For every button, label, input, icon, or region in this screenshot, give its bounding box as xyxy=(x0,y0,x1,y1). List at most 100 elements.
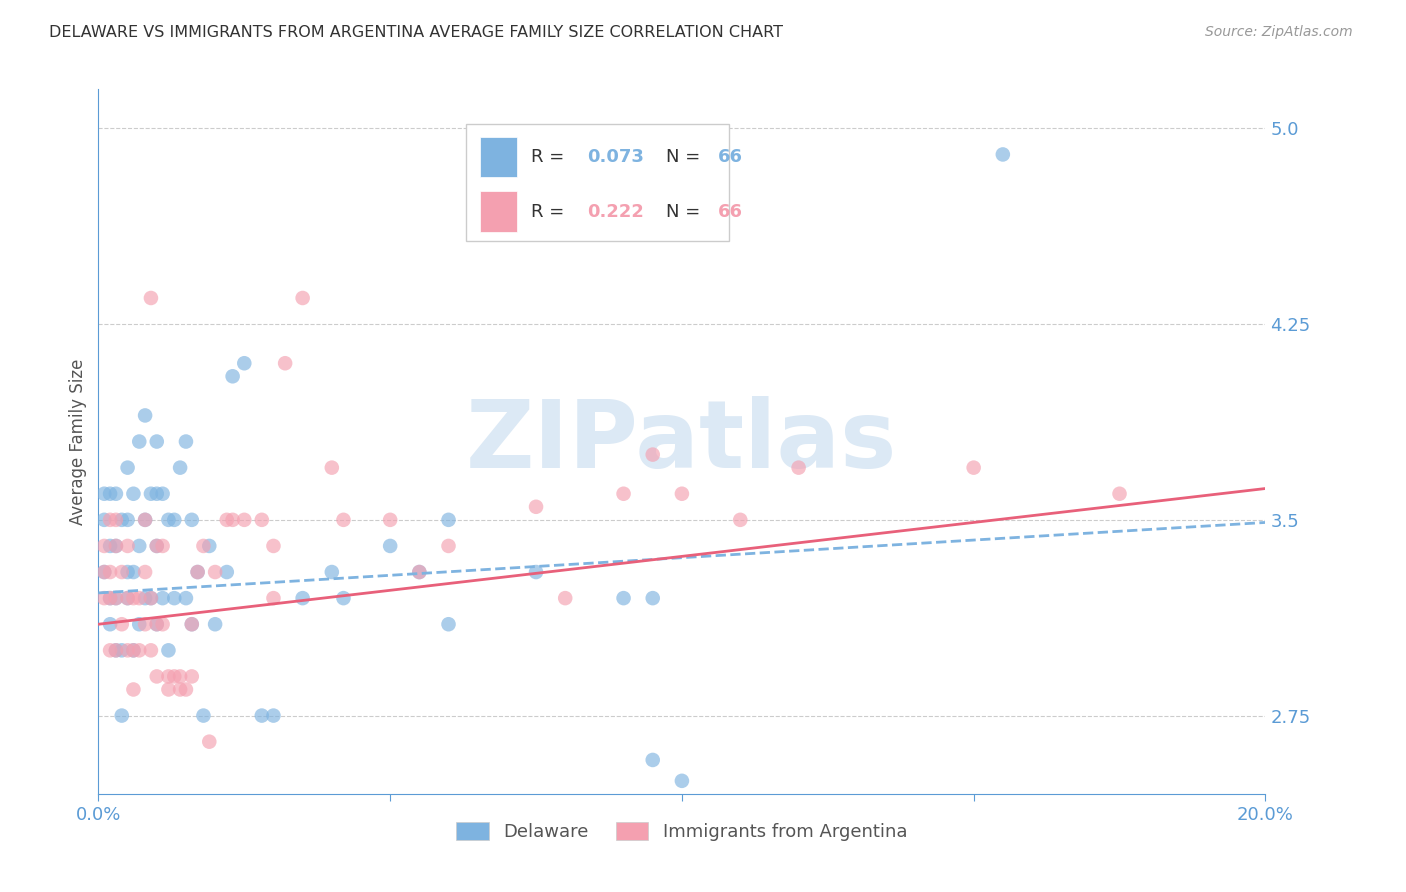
Point xyxy=(991,147,1014,161)
Point xyxy=(671,773,693,788)
Point xyxy=(98,591,121,606)
Point xyxy=(215,513,238,527)
Point xyxy=(93,591,115,606)
Point xyxy=(104,643,127,657)
Point xyxy=(233,513,256,527)
Point xyxy=(291,591,314,606)
Point xyxy=(332,591,354,606)
Point xyxy=(193,708,215,723)
Point xyxy=(122,682,145,697)
Text: R =: R = xyxy=(531,202,571,220)
Point xyxy=(174,591,197,606)
Point xyxy=(122,643,145,657)
Point xyxy=(139,591,162,606)
Point xyxy=(117,591,139,606)
Point xyxy=(139,487,162,501)
Point xyxy=(146,539,169,553)
Point xyxy=(111,708,134,723)
Text: 0.073: 0.073 xyxy=(588,148,644,166)
Point xyxy=(180,617,202,632)
Point xyxy=(1108,487,1130,501)
Point xyxy=(117,513,139,527)
Point xyxy=(122,487,145,501)
Point xyxy=(321,460,343,475)
Point xyxy=(408,565,430,579)
Point xyxy=(111,513,134,527)
Point xyxy=(128,434,150,449)
Point xyxy=(157,669,180,683)
Point xyxy=(274,356,297,370)
Text: N =: N = xyxy=(665,202,706,220)
Point xyxy=(180,617,202,632)
Point xyxy=(408,565,430,579)
Point xyxy=(98,643,121,657)
Point xyxy=(128,591,150,606)
Point xyxy=(641,753,664,767)
Point xyxy=(437,513,460,527)
Point xyxy=(104,643,127,657)
Point xyxy=(437,539,460,553)
Point xyxy=(204,565,226,579)
Point xyxy=(641,591,664,606)
Point xyxy=(111,617,134,632)
Point xyxy=(524,500,547,514)
Point xyxy=(198,734,221,748)
Point xyxy=(117,591,139,606)
Point xyxy=(117,565,139,579)
Point xyxy=(612,591,634,606)
Point xyxy=(612,487,634,501)
Point xyxy=(380,513,402,527)
Point xyxy=(134,565,156,579)
Point xyxy=(221,369,243,384)
Point xyxy=(671,487,693,501)
Text: 66: 66 xyxy=(718,202,744,220)
Point xyxy=(134,591,156,606)
Point xyxy=(146,617,169,632)
Point xyxy=(98,591,121,606)
Point xyxy=(117,539,139,553)
Point xyxy=(146,669,169,683)
Text: ZIPatlas: ZIPatlas xyxy=(467,395,897,488)
Point xyxy=(198,539,221,553)
Point xyxy=(962,460,984,475)
Point xyxy=(437,617,460,632)
Point xyxy=(187,565,209,579)
Point xyxy=(146,617,169,632)
Point xyxy=(250,513,273,527)
Point xyxy=(221,513,243,527)
Point xyxy=(163,669,186,683)
Point xyxy=(291,291,314,305)
Point xyxy=(262,708,284,723)
Point xyxy=(332,513,354,527)
Point xyxy=(98,487,121,501)
Point xyxy=(134,409,156,423)
Point xyxy=(122,643,145,657)
Point xyxy=(98,617,121,632)
Point xyxy=(104,487,127,501)
Point xyxy=(169,682,191,697)
Point xyxy=(93,565,115,579)
Point xyxy=(104,539,127,553)
Point xyxy=(174,434,197,449)
Point xyxy=(524,565,547,579)
Point xyxy=(152,617,174,632)
Point xyxy=(98,565,121,579)
Text: N =: N = xyxy=(665,148,706,166)
Point xyxy=(104,591,127,606)
Point xyxy=(641,448,664,462)
Point xyxy=(117,643,139,657)
Point xyxy=(262,539,284,553)
Point xyxy=(139,591,162,606)
Point xyxy=(157,682,180,697)
Point xyxy=(180,669,202,683)
Point xyxy=(157,643,180,657)
Point xyxy=(128,617,150,632)
Point xyxy=(787,460,810,475)
Text: 0.222: 0.222 xyxy=(588,202,644,220)
Point xyxy=(104,513,127,527)
Point xyxy=(204,617,226,632)
FancyBboxPatch shape xyxy=(479,136,517,178)
Point xyxy=(554,591,576,606)
FancyBboxPatch shape xyxy=(465,124,728,241)
Point xyxy=(174,682,197,697)
